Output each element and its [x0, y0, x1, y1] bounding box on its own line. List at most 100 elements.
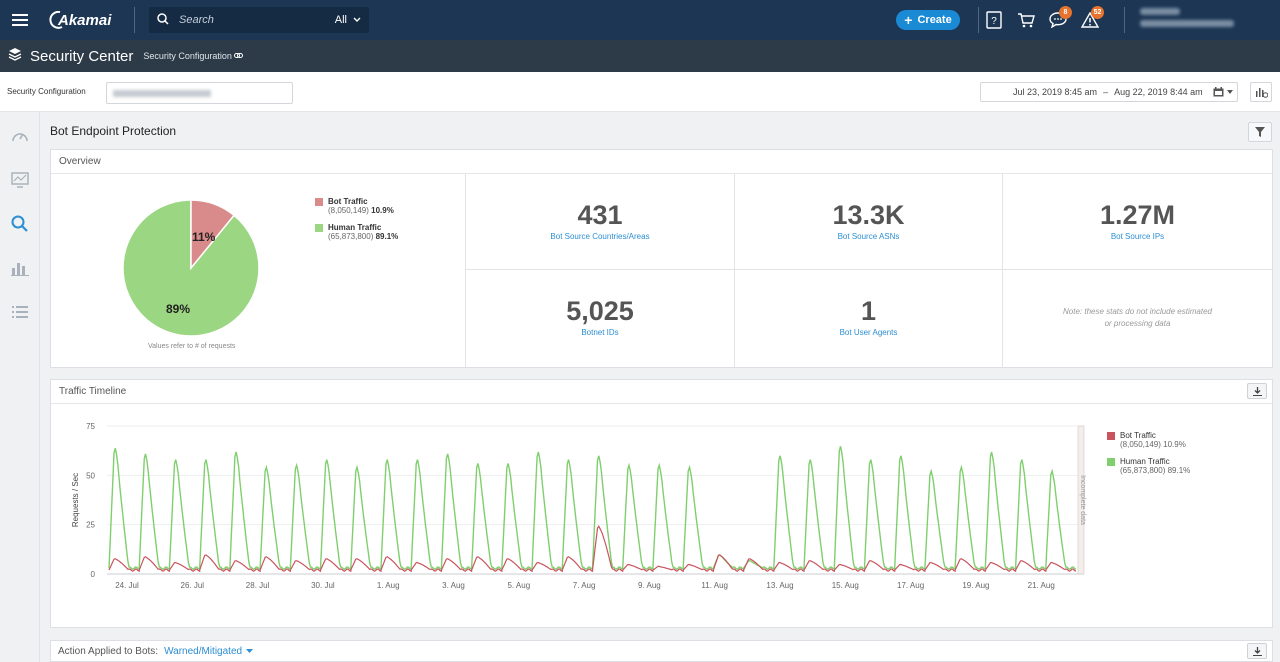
- divider: [978, 7, 979, 33]
- logo-text: Akamai: [58, 11, 112, 29]
- security-configuration-label: Security Configuration: [7, 87, 86, 96]
- layers-icon[interactable]: [8, 47, 22, 66]
- series-line-bot-traffic: [108, 525, 1077, 573]
- security-configuration-select[interactable]: [106, 82, 293, 104]
- pie-slice-human: [122, 199, 260, 337]
- timeline-legend-item-human[interactable]: Human Traffic (65,873,800) 89.1%: [1107, 457, 1190, 475]
- search-placeholder: Search: [179, 14, 214, 26]
- legend-item-human[interactable]: Human Traffic (65,873,800) 89.1%: [315, 223, 398, 241]
- overview-heading: Overview: [51, 150, 1272, 174]
- stat-link[interactable]: Botnet IDs: [581, 328, 619, 337]
- legend-pct-human: 89.1%: [375, 232, 399, 241]
- user-account-menu[interactable]: [1140, 8, 1240, 32]
- stat-link[interactable]: Bot Source ASNs: [837, 232, 900, 241]
- legend-name-bot: Bot Traffic: [1120, 431, 1156, 440]
- stats-note: Note: these stats do not include estimat…: [1063, 307, 1212, 328]
- divider: [134, 7, 135, 33]
- cart-icon[interactable]: [1010, 0, 1042, 40]
- pie-label-human: 89%: [166, 302, 191, 316]
- date-start: Jul 23, 2019 8:45 am: [1013, 87, 1098, 97]
- download-icon: [1252, 386, 1262, 396]
- legend-count-human: (65,873,800): [1120, 466, 1166, 475]
- chart-clock-icon: [1255, 88, 1268, 98]
- nav-icon-group: ? 8 52: [978, 0, 1106, 40]
- stat-link[interactable]: Bot Source IPs: [1110, 232, 1165, 241]
- date-range-picker[interactable]: Jul 23, 2019 8:45 am – Aug 22, 2019 8:44…: [980, 82, 1238, 102]
- legend-swatch-human: [315, 224, 323, 232]
- x-tick-label: 5. Aug: [507, 581, 530, 590]
- action-applied-value: Warned/Mitigated: [164, 645, 243, 657]
- legend-pct-human: 89.1%: [1167, 466, 1191, 475]
- calendar-dropdown[interactable]: [1213, 87, 1233, 97]
- traffic-timeline-chart: 0 25 50 75 24. Jul 26. Jul 28. Jul 30. Jul 1. A…: [71, 422, 1086, 590]
- legend-count-human: (65,873,800): [328, 232, 374, 241]
- search-input[interactable]: Search All: [149, 7, 369, 33]
- incomplete-data-label: Incomplete data: [1079, 475, 1086, 525]
- download-timeline-button[interactable]: [1247, 383, 1267, 399]
- action-applied-dropdown[interactable]: Warned/Mitigated: [164, 645, 254, 657]
- menu-icon[interactable]: [0, 0, 40, 40]
- legend-count-bot: (8,050,149): [328, 206, 369, 215]
- series-line-human-traffic: [108, 446, 1077, 571]
- x-tick-label: 15. Aug: [832, 581, 859, 590]
- list-icon[interactable]: [10, 302, 30, 322]
- timeline-heading: Traffic Timeline: [51, 380, 1272, 404]
- legend-name-human: Human Traffic: [1120, 457, 1170, 466]
- x-tick-label: 21. Aug: [1028, 581, 1055, 590]
- stat-value: 431: [577, 200, 623, 230]
- date-end: Aug 22, 2019 8:44 am: [1114, 87, 1203, 97]
- stat-bot-user-agents: 1 Bot User Agents: [734, 270, 1002, 367]
- pie-slice-bot: [190, 199, 236, 271]
- x-tick-label: 11. Aug: [701, 581, 728, 590]
- chevron-down-icon: [353, 17, 361, 22]
- svg-text:?: ?: [991, 16, 997, 27]
- action-applied-bar: Action Applied to Bots: Warned/Mitigated: [50, 640, 1273, 662]
- messages-icon[interactable]: 8: [1042, 0, 1074, 40]
- stat-note-cell: Note: these stats do not include estimat…: [1002, 270, 1272, 367]
- x-tick-label: 7. Aug: [573, 581, 596, 590]
- stat-value: 13.3K: [832, 200, 905, 230]
- stat-link[interactable]: Bot User Agents: [839, 328, 898, 337]
- bar-chart-icon[interactable]: [10, 258, 30, 278]
- akamai-logo[interactable]: Akamai: [48, 11, 120, 29]
- search-scope-label: All: [334, 14, 347, 26]
- filter-button[interactable]: [1248, 122, 1272, 142]
- legend-count-bot: (8,050,149): [1120, 440, 1161, 449]
- x-tick-label: 9. Aug: [638, 581, 661, 590]
- action-applied-label: Action Applied to Bots:: [58, 645, 159, 657]
- stat-value: 1: [860, 296, 877, 326]
- stat-bot-source-asns: 13.3K Bot Source ASNs: [734, 174, 1002, 270]
- stat-link[interactable]: Bot Source Countries/Areas: [550, 232, 650, 241]
- page-title: Bot Endpoint Protection: [50, 124, 177, 138]
- messages-badge: 8: [1059, 6, 1072, 19]
- download-actions-button[interactable]: [1247, 643, 1267, 659]
- x-tick-label: 30. Jul: [311, 581, 335, 590]
- monitor-icon[interactable]: [10, 170, 30, 190]
- stat-bot-source-countries: 431 Bot Source Countries/Areas: [465, 174, 734, 270]
- help-icon[interactable]: ?: [978, 0, 1010, 40]
- legend-pct-bot: 10.9%: [1163, 440, 1186, 449]
- app-title-bar: Security Center Security Configuration: [0, 40, 1280, 72]
- legend-swatch-human: [1107, 458, 1115, 466]
- overview-panel: Overview 11% 89% Values refer to # of re…: [50, 149, 1273, 368]
- create-button[interactable]: + Create: [896, 10, 960, 30]
- legend-swatch-bot: [315, 198, 323, 206]
- timeline-legend-item-bot[interactable]: Bot Traffic (8,050,149) 10.9%: [1107, 431, 1190, 449]
- x-tick-label: 13. Aug: [766, 581, 793, 590]
- stat-value: 5,025: [566, 296, 634, 326]
- pie-legend: Bot Traffic (8,050,149) 10.9% Human Traf…: [315, 197, 398, 249]
- y-axis-label: Requests / Sec: [71, 473, 80, 527]
- legend-item-bot[interactable]: Bot Traffic (8,050,149) 10.9%: [315, 197, 398, 215]
- report-settings-button[interactable]: [1250, 82, 1272, 102]
- stat-bot-source-ips: 1.27M Bot Source IPs: [1002, 174, 1272, 270]
- pie-note: Values refer to # of requests: [148, 343, 236, 350]
- legend-pct-bot: 10.9%: [371, 206, 394, 215]
- dashboard-gauge-icon[interactable]: [10, 126, 30, 146]
- alerts-badge: 52: [1091, 6, 1104, 19]
- search-scope-dropdown[interactable]: All: [335, 14, 361, 26]
- x-tick-label: 28. Jul: [246, 581, 270, 590]
- alerts-icon[interactable]: 52: [1074, 0, 1106, 40]
- search-analysis-icon[interactable]: [10, 214, 30, 234]
- divider: [1124, 7, 1125, 33]
- app-subtitle-link[interactable]: Security Configuration: [143, 51, 244, 61]
